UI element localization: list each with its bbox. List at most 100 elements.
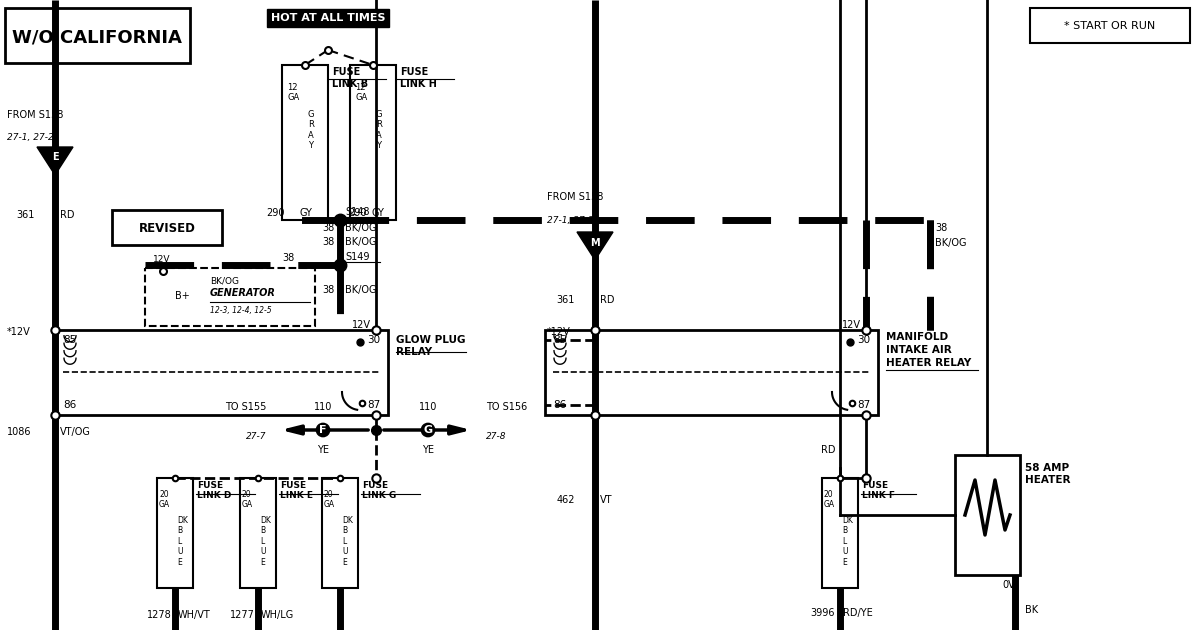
Text: G
R
A
Y: G R A Y <box>308 110 314 150</box>
Text: DK
B
L
U
E: DK B L U E <box>260 516 271 566</box>
Text: 85: 85 <box>64 335 77 345</box>
Text: FUSE
LINK G: FUSE LINK G <box>362 481 396 500</box>
Text: REVISED: REVISED <box>138 222 196 234</box>
Text: G
R
A
Y: G R A Y <box>376 110 383 150</box>
Text: TO S155: TO S155 <box>224 402 266 412</box>
Bar <box>955 455 1020 575</box>
Bar <box>822 478 858 588</box>
Text: E: E <box>52 152 59 162</box>
Text: GENERATOR: GENERATOR <box>210 288 276 298</box>
Bar <box>55 330 388 415</box>
Text: 30: 30 <box>857 335 870 345</box>
Text: 12
GA: 12 GA <box>287 83 299 101</box>
Text: 58 AMP
HEATER: 58 AMP HEATER <box>1025 463 1070 484</box>
Text: RD: RD <box>600 295 614 305</box>
Text: FUSE
LINK F: FUSE LINK F <box>862 481 895 500</box>
Text: * START OR RUN: * START OR RUN <box>1064 21 1156 31</box>
Text: 87: 87 <box>857 400 870 410</box>
Text: G: G <box>424 425 432 435</box>
Text: 30: 30 <box>367 335 380 345</box>
Text: GY: GY <box>300 208 313 218</box>
Text: 20
GA: 20 GA <box>158 490 170 508</box>
Text: 290: 290 <box>348 208 366 218</box>
Text: FUSE
LINK H: FUSE LINK H <box>400 67 437 89</box>
Bar <box>1030 8 1190 43</box>
Text: WH/VT: WH/VT <box>178 610 211 620</box>
Text: BK/OG: BK/OG <box>210 276 239 285</box>
Text: FROM S158: FROM S158 <box>7 110 64 120</box>
Text: BK/OG: BK/OG <box>346 223 377 233</box>
Polygon shape <box>577 232 613 260</box>
Text: DK
B
L
U
E: DK B L U E <box>842 516 853 566</box>
Text: 20
GA: 20 GA <box>242 490 253 508</box>
Text: FUSE
LINK B: FUSE LINK B <box>332 67 368 89</box>
Text: 38: 38 <box>323 237 335 247</box>
Text: 38: 38 <box>323 223 335 233</box>
Polygon shape <box>37 147 73 175</box>
Text: 0V: 0V <box>1002 580 1015 590</box>
Text: FROM S158: FROM S158 <box>547 192 604 202</box>
Text: FUSE
LINK E: FUSE LINK E <box>280 481 313 500</box>
Text: 86: 86 <box>64 400 77 410</box>
Text: 361: 361 <box>17 210 35 220</box>
Text: 110: 110 <box>314 402 332 412</box>
Bar <box>157 478 193 588</box>
Text: 12V: 12V <box>842 320 862 330</box>
Text: YE: YE <box>317 445 329 455</box>
Text: HOT AT ALL TIMES: HOT AT ALL TIMES <box>271 13 385 23</box>
Text: DK
B
L
U
E: DK B L U E <box>178 516 188 566</box>
Text: GY: GY <box>372 208 385 218</box>
Text: 3996: 3996 <box>810 608 835 618</box>
Text: S148: S148 <box>346 207 370 217</box>
Text: 1277: 1277 <box>230 610 256 620</box>
Bar <box>112 210 222 245</box>
Bar <box>282 65 328 220</box>
Text: 27-8: 27-8 <box>486 432 506 441</box>
Text: 110: 110 <box>419 402 437 412</box>
Text: 27-1, 27-2: 27-1, 27-2 <box>7 133 54 142</box>
Text: 87: 87 <box>367 400 380 410</box>
Text: 20
GA: 20 GA <box>824 490 835 508</box>
Text: VT/OG: VT/OG <box>60 427 91 437</box>
Text: 38: 38 <box>935 223 947 233</box>
Text: 85: 85 <box>553 335 566 345</box>
Text: YE: YE <box>422 445 434 455</box>
Text: VT: VT <box>600 495 612 505</box>
Text: 361: 361 <box>557 295 575 305</box>
Bar <box>145 268 314 326</box>
Text: 27-1, 27-2: 27-1, 27-2 <box>547 216 594 225</box>
Text: B+: B+ <box>175 291 190 301</box>
Text: 1086: 1086 <box>7 427 31 437</box>
Text: GLOW PLUG
RELAY: GLOW PLUG RELAY <box>396 335 466 357</box>
Text: MANIFOLD
INTAKE AIR
HEATER RELAY: MANIFOLD INTAKE AIR HEATER RELAY <box>886 332 971 369</box>
Bar <box>240 478 276 588</box>
Text: 38: 38 <box>283 253 295 263</box>
Text: 12V: 12V <box>352 320 371 330</box>
Text: 290: 290 <box>266 208 286 218</box>
Text: BK/OG: BK/OG <box>935 238 966 248</box>
Text: DK
B
L
U
E: DK B L U E <box>342 516 353 566</box>
Text: 12V: 12V <box>154 255 170 264</box>
Text: RD: RD <box>821 445 835 455</box>
Text: BK/OG: BK/OG <box>346 237 377 247</box>
Text: FUSE
LINK D: FUSE LINK D <box>197 481 232 500</box>
Bar <box>322 478 358 588</box>
Text: 38: 38 <box>323 285 335 295</box>
Text: *12V: *12V <box>7 327 31 337</box>
Bar <box>350 65 396 220</box>
Bar <box>5 8 190 63</box>
Text: TO S156: TO S156 <box>486 402 527 412</box>
Text: RD: RD <box>60 210 74 220</box>
Text: RD/YE: RD/YE <box>842 608 872 618</box>
Text: 462: 462 <box>557 495 575 505</box>
Text: 12-3, 12-4, 12-5: 12-3, 12-4, 12-5 <box>210 306 271 315</box>
Text: 27-7: 27-7 <box>246 432 266 441</box>
Text: 12
GA: 12 GA <box>355 83 367 101</box>
Text: WH/LG: WH/LG <box>262 610 294 620</box>
Text: M: M <box>590 238 600 248</box>
Text: 1278: 1278 <box>148 610 172 620</box>
Text: 86: 86 <box>553 400 566 410</box>
Text: S149: S149 <box>346 252 370 262</box>
Text: F: F <box>319 425 326 435</box>
Text: *12V: *12V <box>547 327 571 337</box>
